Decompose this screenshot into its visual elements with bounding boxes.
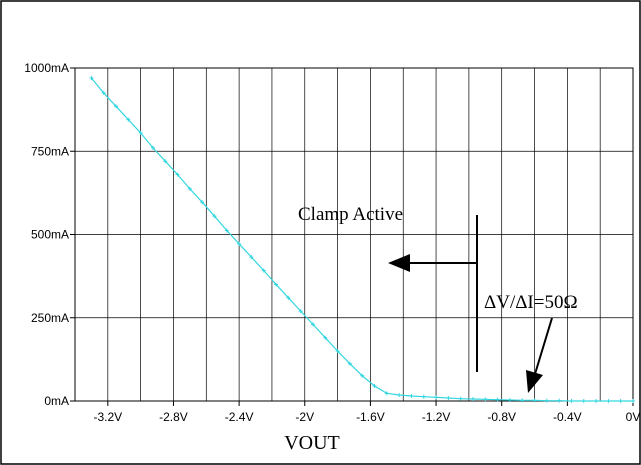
data-point xyxy=(397,393,402,398)
data-point xyxy=(150,145,155,150)
y-tick-label: 250mA xyxy=(31,311,69,325)
data-point xyxy=(520,398,525,403)
data-point xyxy=(495,397,500,402)
y-tick-label: 1000mA xyxy=(24,61,69,75)
data-point xyxy=(507,398,512,403)
slope-arrow-shaft xyxy=(534,317,553,375)
data-point xyxy=(298,309,303,314)
x-tick-label: -2V xyxy=(295,410,314,424)
data-point xyxy=(483,397,488,402)
data-point xyxy=(544,398,549,403)
data-point xyxy=(594,399,599,403)
data-point xyxy=(581,399,586,403)
data-point xyxy=(323,335,328,340)
data-point xyxy=(421,394,426,399)
data-point xyxy=(286,295,291,300)
x-tick-label: -2.4V xyxy=(225,410,254,424)
data-point xyxy=(409,394,414,399)
data-point xyxy=(114,104,119,109)
x-tick-label: -1.6V xyxy=(356,410,385,424)
data-point xyxy=(237,241,242,246)
data-point xyxy=(89,75,94,80)
data-point xyxy=(224,228,229,233)
data-point xyxy=(335,349,340,354)
data-point xyxy=(101,90,106,95)
data-point xyxy=(347,361,352,366)
data-point xyxy=(458,396,463,401)
x-axis-ticks: -3.2V -2.8V -2.4V -2V -1.6V -1.2V -0.8V -0.4V 0V xyxy=(93,401,640,424)
data-point xyxy=(557,398,562,403)
x-tick-label: -0.4V xyxy=(553,410,582,424)
x-axis-label: VOUT xyxy=(284,432,340,454)
data-point xyxy=(360,373,365,378)
slope-arrow-head xyxy=(526,370,543,393)
x-tick-label: -3.2V xyxy=(93,410,122,424)
data-point xyxy=(372,384,377,389)
data-point xyxy=(187,186,192,191)
data-point xyxy=(384,391,389,396)
data-point xyxy=(606,399,611,403)
data-point xyxy=(310,322,315,327)
data-point xyxy=(138,130,143,135)
annotation-clamp-active: Clamp Active xyxy=(298,204,403,225)
x-tick-label: -0.8V xyxy=(487,410,516,424)
data-point xyxy=(274,282,279,287)
data-point xyxy=(532,398,537,403)
annotation-slope: ΔV/ΔI=50Ω xyxy=(484,292,578,313)
data-point xyxy=(569,399,574,403)
y-tick-label: 500mA xyxy=(31,228,69,242)
data-point xyxy=(261,268,266,273)
data-point xyxy=(126,117,131,122)
data-point xyxy=(249,255,254,260)
y-tick-label: 750mA xyxy=(31,144,69,158)
y-axis-ticks: 0mA 250mA 500mA 750mA 1000mA xyxy=(24,61,75,408)
data-point xyxy=(175,172,180,177)
y-tick-label: 0mA xyxy=(44,394,69,408)
data-point xyxy=(434,395,439,400)
data-point xyxy=(618,399,623,403)
data-point xyxy=(200,200,205,205)
data-point xyxy=(631,399,635,403)
data-point xyxy=(470,397,475,402)
clamp-arrow-head xyxy=(388,254,410,272)
x-tick-label: 0V xyxy=(626,410,641,424)
x-tick-label: -1.2V xyxy=(422,410,451,424)
x-tick-label: -2.8V xyxy=(159,410,188,424)
data-point xyxy=(212,214,217,219)
data-point xyxy=(446,396,451,401)
data-point xyxy=(163,159,168,164)
series-markers xyxy=(89,75,635,403)
